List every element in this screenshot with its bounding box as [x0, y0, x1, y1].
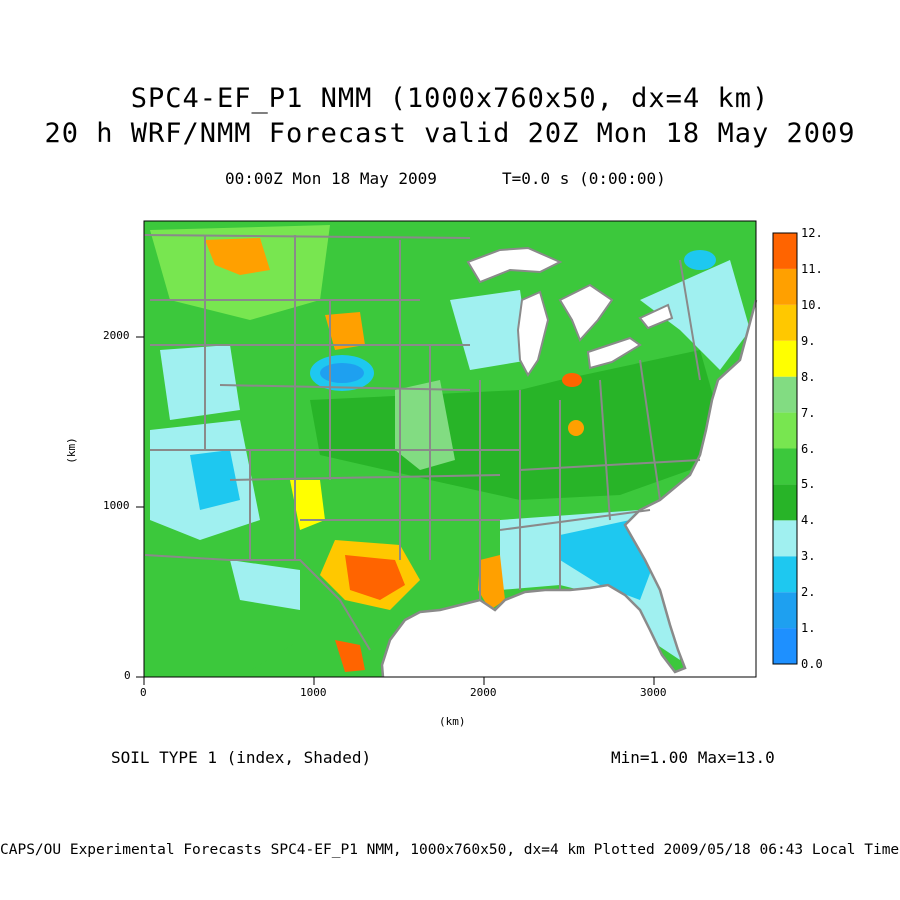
coastline	[380, 299, 758, 678]
colorbar-label: 8.	[801, 369, 816, 384]
title-line-1: SPC4-EF_P1 NMM (1000x760x50, dx=4 km)	[130, 83, 770, 114]
x-tick-1000: 1000	[300, 686, 327, 699]
y-tick-0: 0	[124, 669, 131, 682]
colorbar-label: 11.	[801, 261, 823, 276]
colorbar-swatch	[773, 520, 797, 557]
great-lakes	[466, 246, 674, 377]
colorbar-swatch	[773, 484, 797, 521]
axis-ticks	[136, 336, 655, 685]
colorbar-swatch	[773, 340, 797, 377]
valid-time: 00:00Z Mon 18 May 2009	[225, 169, 437, 188]
colorbar-label: 6.	[801, 441, 816, 456]
colorbar-swatch	[773, 556, 797, 593]
min-max: Min=1.00 Max=13.0	[611, 748, 775, 767]
colorbar-label: 12.	[801, 226, 823, 240]
colorbar-swatch	[773, 233, 797, 269]
y-tick-1000: 1000	[103, 499, 130, 512]
colorbar-label: 10.	[801, 297, 823, 312]
y-tick-2000: 2000	[103, 329, 130, 342]
x-tick-0: 0	[140, 686, 147, 699]
colorbar-label: 5.	[801, 477, 816, 492]
colorbar-swatch	[773, 592, 797, 629]
colorbar	[772, 232, 798, 665]
colorbar-label: 9.	[801, 333, 816, 348]
y-axis-label: (km)	[64, 437, 78, 464]
colorbar-label: 7.	[801, 405, 816, 420]
elapsed-time: T=0.0 s (0:00:00)	[502, 169, 666, 188]
colorbar-swatch	[773, 448, 797, 485]
colorbar-frame	[772, 232, 798, 665]
colorbar-swatch	[773, 628, 797, 664]
x-tick-2000: 2000	[470, 686, 497, 699]
plot-frame	[143, 220, 757, 678]
colorbar-label: 4.	[801, 513, 816, 528]
colorbar-label: 0.0	[801, 657, 823, 671]
colorbar-label: 1.	[801, 621, 816, 636]
colorbar-label: 2.	[801, 585, 816, 600]
x-tick-3000: 3000	[640, 686, 667, 699]
colorbar-swatch	[773, 376, 797, 413]
colorbar-swatch	[773, 412, 797, 449]
field-label: SOIL TYPE 1 (index, Shaded)	[111, 748, 372, 767]
x-axis-label: (km)	[439, 715, 466, 728]
title-line-2: 20 h WRF/NMM Forecast valid 20Z Mon 18 M…	[44, 118, 856, 149]
colorbar-swatch	[773, 268, 797, 305]
colorbar-swatch	[773, 304, 797, 341]
footer-credits: CAPS/OU Experimental Forecasts SPC4-EF_P…	[0, 842, 900, 858]
state-borders	[144, 234, 701, 651]
colorbar-label: 3.	[801, 549, 816, 564]
